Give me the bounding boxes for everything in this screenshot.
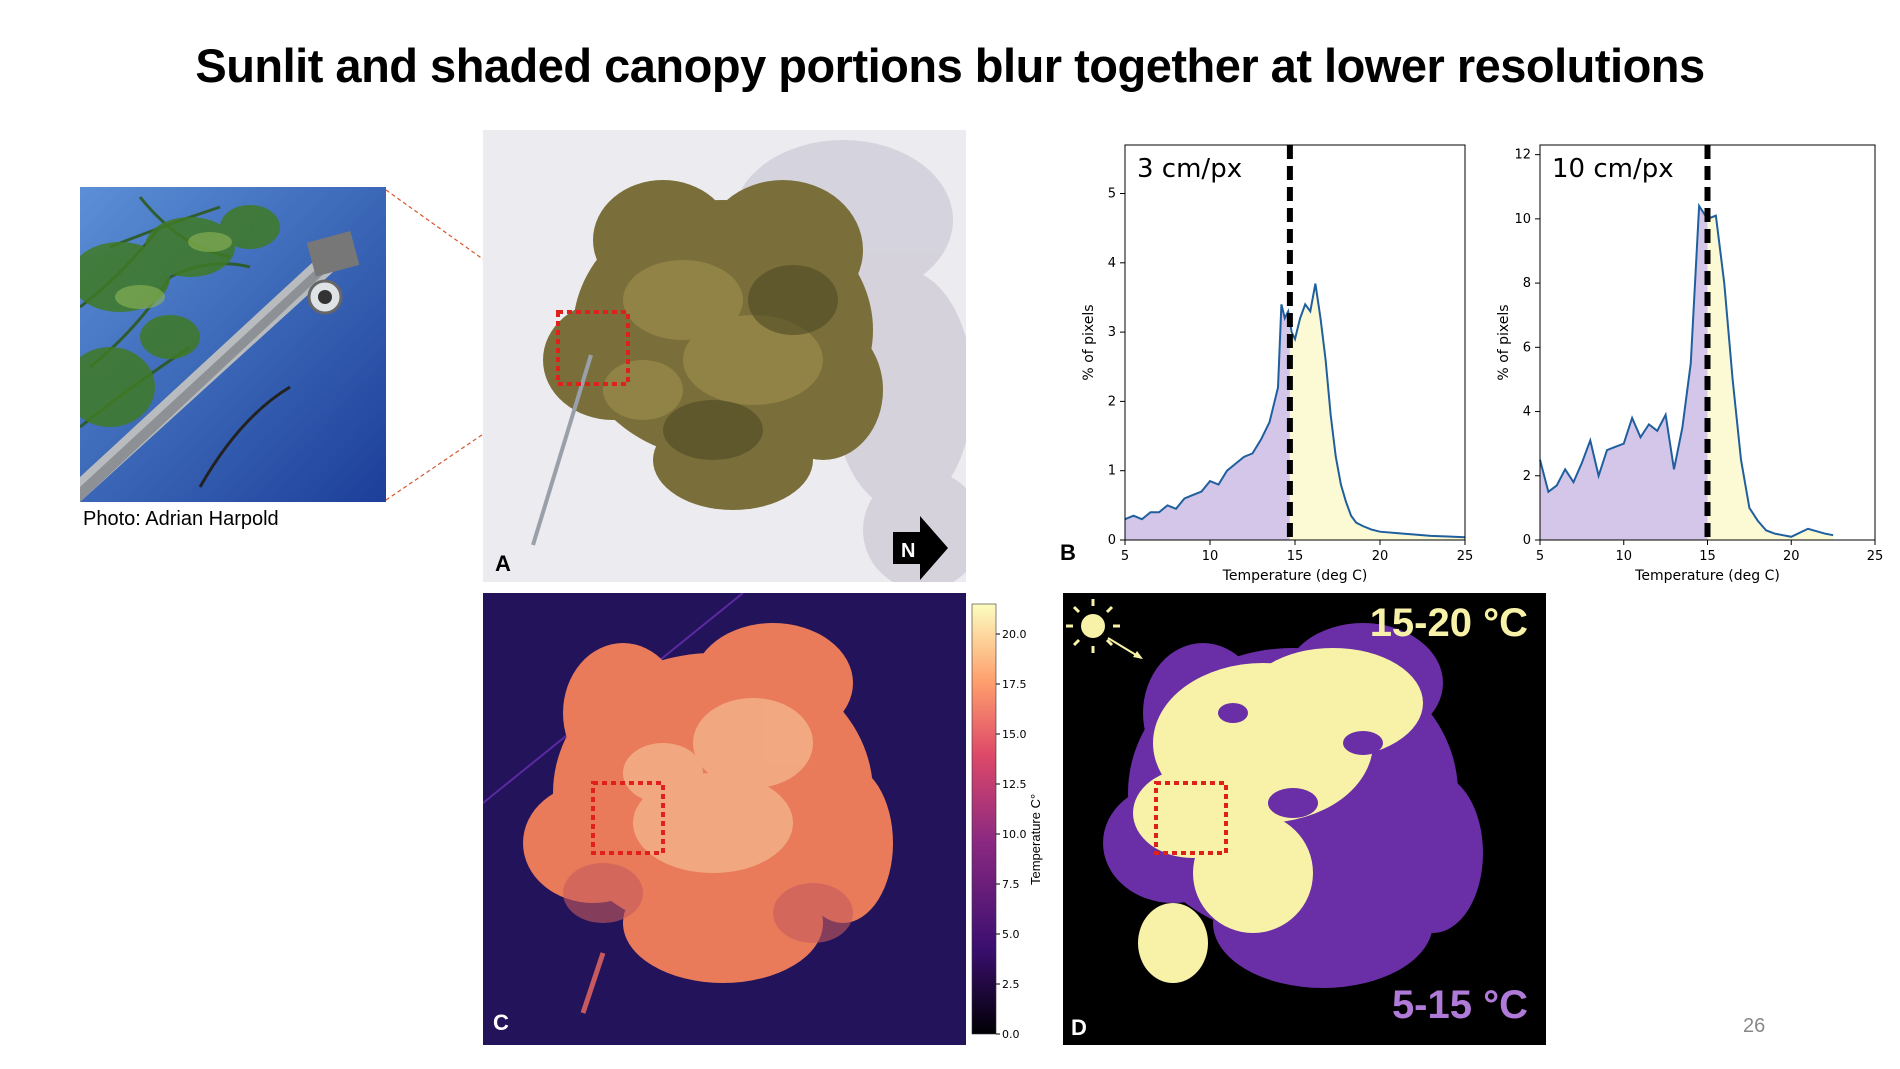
colorbar-tick-label: 15.0 [1002, 728, 1027, 741]
hist0-y-tick-label: 5 [1108, 187, 1116, 202]
sensor-photo [80, 187, 386, 502]
hist1-y-tick-label: 0 [1523, 533, 1531, 548]
hist1-y-axis-label: % of pixels [1496, 304, 1512, 380]
hist0-y-tick-label: 1 [1108, 464, 1116, 479]
hist0-resolution-label: 3 cm/px [1137, 154, 1242, 184]
panel-c-thermal-image: C [483, 593, 966, 1045]
north-arrow-label: N [901, 540, 915, 562]
colorbar-tick-label: 0.0 [1002, 1028, 1020, 1038]
hist1-area-below [1540, 206, 1708, 540]
hist1-y-tick-label: 2 [1523, 469, 1531, 484]
colorbar-tick-label: 2.5 [1002, 978, 1020, 991]
hist1-x-tick-label: 5 [1536, 549, 1544, 564]
hist1-x-tick-label: 25 [1867, 549, 1884, 564]
hist0-x-tick-label: 15 [1287, 549, 1304, 564]
panel-letter-c: C [493, 1010, 509, 1035]
colorbar-tick-label: 10.0 [1002, 828, 1027, 841]
colorbar: 20.0 17.5 15.0 12.5 10.0 7.5 5.0 2.5 0.0 [970, 598, 1040, 1041]
hist1-resolution-label: 10 cm/px [1552, 154, 1674, 184]
histogram-10cm: 5 10 15 20 25 0 2 4 6 8 10 12 Temperature (deg C) % o… [1490, 130, 1890, 590]
colorbar-tick-label: 12.5 [1002, 778, 1027, 791]
colorbar-tick-label: 7.5 [1002, 878, 1020, 891]
hist1-y-tick-label: 8 [1523, 276, 1531, 291]
hist1-x-tick-label: 15 [1699, 549, 1716, 564]
hist1-y-tick-label: 6 [1523, 340, 1531, 355]
hist1-series-line [1539, 202, 1834, 538]
hist1-x-tick-label: 10 [1615, 549, 1632, 564]
hist0-x-axis-label: Temperature (deg C) [1222, 568, 1368, 584]
hist1-y-tick-label: 10 [1514, 212, 1531, 227]
hist0-y-tick-label: 0 [1108, 533, 1116, 548]
photo-credit: Photo: Adrian Harpold [83, 508, 279, 530]
hist0-x-tick-label: 10 [1202, 549, 1219, 564]
colorbar-tick-label: 5.0 [1002, 928, 1020, 941]
slide-number: 26 [1743, 1015, 1766, 1037]
hist0-y-tick-label: 4 [1108, 256, 1116, 271]
hist0-y-tick-label: 2 [1108, 394, 1116, 409]
cool-class-label: 5-15 °C [1392, 983, 1528, 1027]
colorbar-tick-label: 20.0 [1002, 628, 1027, 641]
colorbar-label: Temperature C° [1028, 793, 1043, 885]
hist1-x-tick-label: 20 [1783, 549, 1800, 564]
hist0-x-tick-label: 20 [1372, 549, 1389, 564]
warm-class-label: 15-20 °C [1370, 601, 1528, 645]
histogram-3cm: 5 10 15 20 25 0 1 2 3 4 5 Temperature (deg C) % of p… [1075, 130, 1480, 590]
hist1-x-axis-label: Temperature (deg C) [1634, 568, 1780, 584]
hist1-y-tick-label: 12 [1514, 148, 1531, 163]
panel-d-classified-image: 15-20 °C 5-15 °C D [1063, 593, 1546, 1045]
hist0-area-below [1125, 304, 1290, 540]
hist0-y-axis-label: % of pixels [1081, 304, 1097, 380]
hist0-area-above [1289, 283, 1465, 540]
panel-letter-d: D [1071, 1015, 1087, 1040]
slide-title: Sunlit and shaded canopy portions blur t… [195, 39, 1705, 92]
hist1-y-tick-label: 4 [1523, 405, 1531, 420]
colorbar-tick-label: 17.5 [1002, 678, 1027, 691]
hist1-area-above [1707, 215, 1834, 541]
hist0-x-tick-label: 5 [1121, 549, 1129, 564]
hist0-x-tick-label: 25 [1457, 549, 1474, 564]
hist0-y-tick-label: 3 [1108, 325, 1116, 340]
panel-letter-a: A [495, 551, 511, 576]
panel-a-rgb-image: N A [483, 130, 966, 582]
